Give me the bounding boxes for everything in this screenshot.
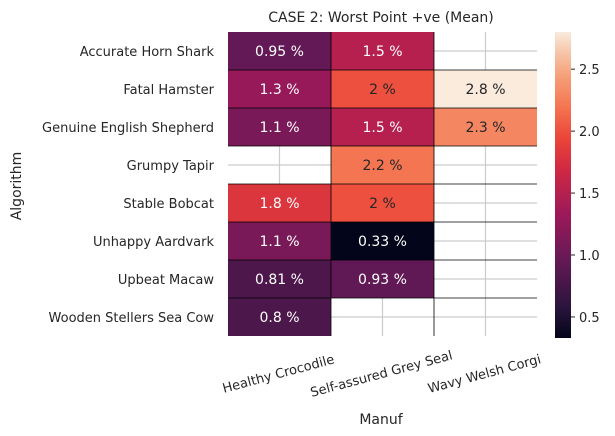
heatmap-cell [331,70,434,108]
heatmap-cell [331,146,434,184]
heatmap-cell [331,222,434,260]
row-tick-label: Grumpy Tapir [127,159,215,174]
heatmap-cell [434,108,537,146]
row-tick-labels: Accurate Horn Shark Fatal Hamster Genuine … [42,45,215,326]
row-tick-label: Unhappy Aardvark [93,235,215,250]
cell-value-label: 2 % [369,196,396,212]
heatmap-cell [331,260,434,298]
colorbar-tick-label: 1.0 [579,249,600,264]
cell-value-label: 0.33 % [358,234,407,250]
colorbar-tick-label: 0.5 [579,311,600,326]
cell-value-label: 0.81 % [255,272,304,288]
colorbar-tick-label: 2.0 [579,125,600,140]
heatmap-cell [228,222,331,260]
cell-value-label: 1.5 % [362,44,402,60]
row-tick-label: Stable Bobcat [123,197,214,212]
heatmap-cell [228,32,331,70]
cell-value-label: 2.3 % [465,120,505,136]
heatmap-cell [228,184,331,222]
row-tick-label: Wooden Stellers Sea Cow [49,311,215,326]
heatmap-cells: 0.95 % 1.5 % 1.3 % 2 % 2.8 % 1.1 % 1.5 % 2.3 % 2… [228,32,537,336]
cell-value-label: 1.5 % [362,120,402,136]
cell-value-label: 2 % [369,82,396,98]
heatmap-cell [228,260,331,298]
heatmap-cell [434,70,537,108]
heatmap-cell [331,108,434,146]
colorbar: 0.5 1.0 1.5 2.0 2.5 [555,32,600,338]
cell-value-label: 0.8 % [259,310,299,326]
colorbar-gradient [555,32,571,338]
row-tick-label: Genuine English Shepherd [42,121,214,136]
heatmap-cell [331,32,434,70]
cell-value-label: 1.8 % [259,196,299,212]
row-tick-label: Accurate Horn Shark [80,45,215,60]
y-axis-label: Algorithm [9,152,25,221]
cell-value-label: 2.2 % [362,158,402,174]
heatmap-cell [228,298,331,336]
cell-value-label: 0.95 % [255,44,304,60]
chart-title: CASE 2: Worst Point +ve (Mean) [268,10,494,26]
cell-value-label: 1.1 % [259,234,299,250]
colorbar-tick-label: 1.5 [579,187,600,202]
row-tick-label: Upbeat Macaw [118,273,215,288]
row-tick-label: Fatal Hamster [123,83,214,98]
cell-value-label: 1.1 % [259,120,299,136]
cell-value-label: 1.3 % [259,82,299,98]
cell-value-label: 2.8 % [465,82,505,98]
colorbar-tick-label: 2.5 [579,63,600,78]
cell-value-label: 0.93 % [358,272,407,288]
x-axis-label: Manuf [359,412,403,428]
heatmap-cell [228,108,331,146]
heatmap-cell [331,184,434,222]
heatmap-cell [228,70,331,108]
